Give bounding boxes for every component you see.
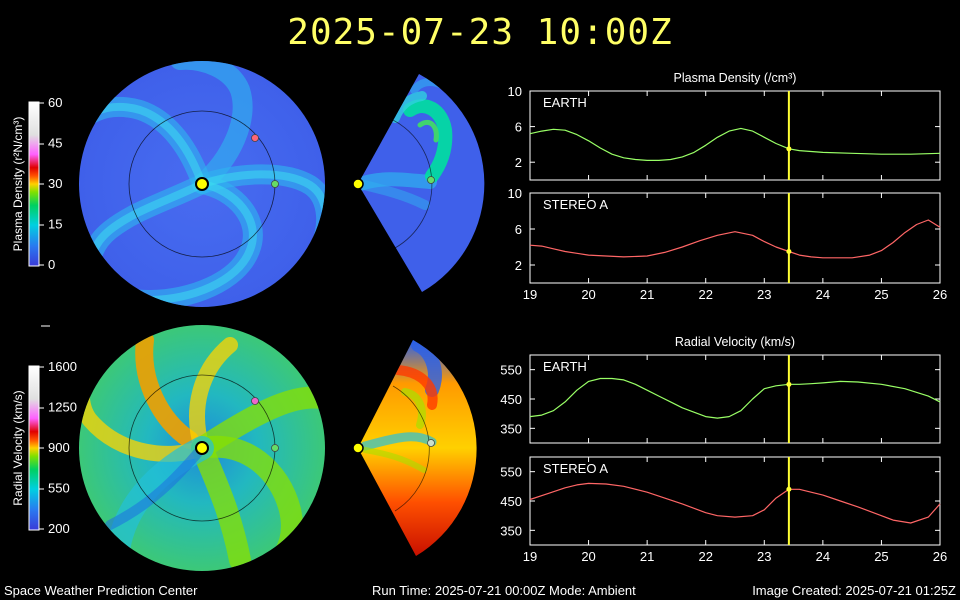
series-line — [529, 219, 941, 259]
x-tick-label: 22 — [698, 549, 712, 564]
colorbar-tick-label: 15 — [48, 217, 62, 232]
x-tick-label: 20 — [581, 287, 595, 302]
x-tick-label: 19 — [523, 287, 537, 302]
datetime-title: 2025-07-23 10:00Z — [287, 12, 673, 53]
earth-marker-wedge-top — [427, 176, 435, 184]
earth-marker-top — [271, 180, 279, 188]
velocity-wedge-map — [358, 340, 477, 556]
earth-marker-bottom — [271, 444, 279, 452]
time-marker-dot — [786, 381, 792, 387]
x-tick-label: 23 — [757, 287, 771, 302]
series-name: STEREO A — [543, 461, 608, 476]
x-tick-label: 22 — [698, 287, 712, 302]
y-tick-label: 6 — [515, 222, 522, 237]
plot-frame — [529, 354, 941, 444]
x-tick-label: 19 — [523, 549, 537, 564]
y-tick-label: 2 — [515, 258, 522, 273]
colorbar-tick-label: 1250 — [48, 400, 77, 415]
series-name: EARTH — [543, 95, 587, 110]
y-tick-label: 350 — [500, 421, 522, 436]
earth-marker-wedge-bottom — [427, 439, 435, 447]
x-tick-label: 25 — [874, 287, 888, 302]
time-marker-dot — [786, 249, 792, 254]
y-tick-label: 450 — [500, 494, 522, 509]
colorbar-tick-label: 900 — [48, 440, 70, 455]
sun-marker-bottom — [195, 441, 209, 455]
y-tick-label: 450 — [500, 392, 522, 407]
time-marker-dot — [786, 146, 792, 152]
y-tick-label: 2 — [515, 155, 522, 170]
colorbar-tick-label: 550 — [48, 481, 70, 496]
density-colorbar — [28, 101, 44, 267]
x-tick-label: 21 — [640, 287, 654, 302]
density-polar-map — [79, 61, 325, 307]
timeseries-plots: Plasma Density (/cm³) 10 6 2 EARTH 10 6 2 STEREO… — [500, 71, 947, 564]
velocity-colorbar — [28, 365, 44, 531]
spacecraft-markers — [195, 134, 435, 455]
plot-title-1: Radial Velocity (km/s) — [675, 335, 795, 349]
colorbar-tick-label: 30 — [48, 176, 62, 191]
x-tick-label: 26 — [933, 549, 947, 564]
colorbar-tick-label: 45 — [48, 136, 62, 151]
y-tick-label: 550 — [500, 465, 522, 480]
colorbar-tick-label: 60 — [48, 95, 62, 110]
x-tick-label: 26 — [933, 287, 947, 302]
series-line — [529, 127, 941, 161]
colorbar-tick-label: 1600 — [48, 359, 77, 374]
x-tick-label: 20 — [581, 549, 595, 564]
series-line — [529, 482, 941, 524]
sun-marker-wedge-bottom — [352, 442, 364, 454]
series-name: STEREO A — [543, 197, 608, 212]
stereo-a-marker-bottom — [251, 397, 259, 405]
plot-title-0: Plasma Density (/cm³) — [674, 71, 797, 85]
footer-right: Image Created: 2025-07-21 01:25Z — [752, 583, 956, 598]
colorbar-tick-label: 0 — [48, 257, 55, 272]
x-tick-label: 21 — [640, 549, 654, 564]
series-line — [529, 377, 941, 419]
density-wedge-map — [358, 74, 485, 292]
y-tick-label: 350 — [500, 523, 522, 538]
y-tick-label: 10 — [508, 84, 522, 99]
footer-left: Space Weather Prediction Center — [4, 583, 198, 598]
time-marker-dot — [786, 486, 792, 492]
series-name: EARTH — [543, 359, 587, 374]
y-tick-label: 10 — [508, 186, 522, 201]
y-tick-label: 550 — [500, 363, 522, 378]
x-tick-label: 24 — [816, 549, 830, 564]
velocity-polar-map — [79, 325, 325, 571]
sun-marker-wedge-top — [352, 178, 364, 190]
stereo-a-marker-top — [251, 134, 259, 142]
plot-frame — [529, 90, 941, 181]
colorbar-label-1: Radial Velocity (km/s) — [11, 390, 25, 505]
colorbar-tick-label: 200 — [48, 521, 70, 536]
y-tick-label: 6 — [515, 120, 522, 135]
colorbar-label-0: Plasma Density (r²N/cm³) — [11, 117, 25, 252]
footer-center: Run Time: 2025-07-21 00:00Z Mode: Ambien… — [372, 583, 636, 598]
plot-frame — [529, 192, 941, 284]
sun-marker-top — [195, 177, 209, 191]
x-tick-label: 23 — [757, 549, 771, 564]
x-tick-label: 25 — [874, 549, 888, 564]
x-tick-label: 24 — [816, 287, 830, 302]
